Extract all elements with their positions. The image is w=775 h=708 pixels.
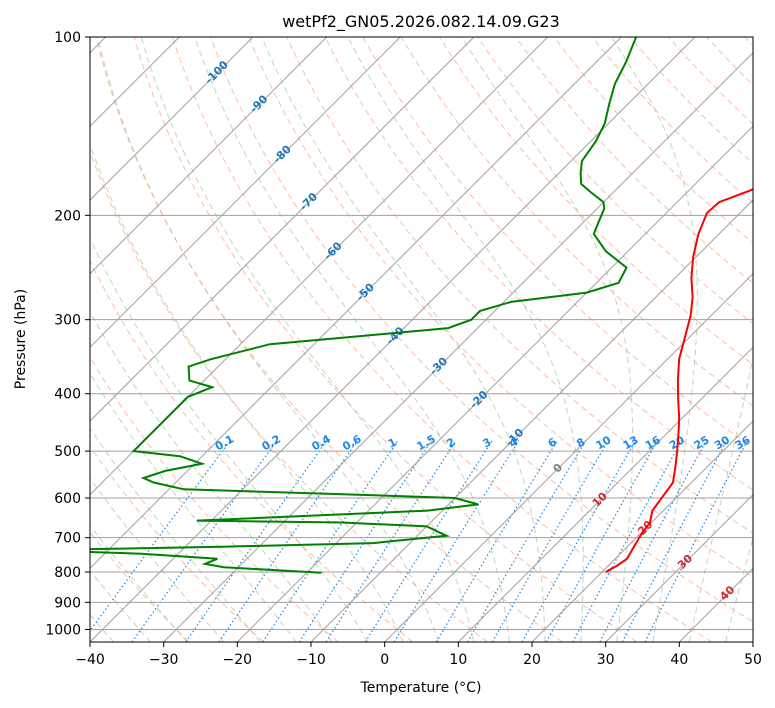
isotherm-line bbox=[236, 125, 753, 642]
isotherm-line bbox=[90, 37, 696, 642]
y-tick-label: 300 bbox=[54, 313, 81, 329]
moist-adiabat-line bbox=[90, 142, 404, 642]
y-axis-ticks: 100 200 300 400 500 600 700 800 900 1000 bbox=[45, 30, 90, 638]
x-tick-label: −20 bbox=[223, 652, 253, 668]
isotherm-line bbox=[605, 493, 753, 642]
temperature-series-line bbox=[605, 187, 753, 573]
mixing-ratio-line bbox=[572, 440, 683, 642]
mixing-ratio-line bbox=[90, 440, 231, 632]
moist-adiabat-line bbox=[90, 236, 369, 642]
x-tick-label: 20 bbox=[523, 652, 541, 668]
dry-adiabat-line bbox=[90, 356, 339, 642]
moist-adiabat-line bbox=[90, 569, 151, 642]
mixing-ratio-line bbox=[262, 440, 399, 642]
moist-adiabat-line bbox=[725, 536, 753, 642]
dry-adiabats bbox=[90, 37, 753, 642]
y-tick-label: 400 bbox=[54, 387, 81, 403]
mixing-ratio-line bbox=[298, 440, 432, 642]
mixing-ratio-line bbox=[466, 440, 587, 642]
moist-adiabat-line bbox=[461, 37, 634, 642]
mixing-ratio-line bbox=[364, 440, 493, 642]
isotherm-line bbox=[90, 37, 401, 349]
moist-adiabat-line bbox=[90, 477, 225, 642]
mixing-ratio-line bbox=[644, 440, 748, 642]
x-tick-label: −40 bbox=[75, 652, 105, 668]
isotherm-line bbox=[90, 37, 475, 422]
dry-adiabat-line bbox=[286, 37, 753, 534]
isotherm-line bbox=[310, 199, 753, 642]
y-tick-label: 500 bbox=[54, 444, 81, 460]
y-tick-label: 800 bbox=[54, 565, 81, 581]
y-axis-title: Pressure (hPa) bbox=[13, 289, 29, 389]
mixing-ratio-line bbox=[131, 440, 278, 642]
chart-title: wetPf2_GN05.2026.082.14.09.G23 bbox=[282, 12, 560, 32]
dry-adiabat-line bbox=[210, 37, 753, 623]
x-tick-label: 10 bbox=[449, 652, 467, 668]
dry-adiabat-line bbox=[95, 37, 563, 642]
mixing-ratio-line bbox=[521, 440, 637, 642]
moist-adiabat-line bbox=[261, 37, 546, 642]
x-tick-label: 40 bbox=[670, 652, 688, 668]
moist-adiabat-line bbox=[194, 37, 510, 642]
dewpoint-series-line bbox=[90, 37, 638, 574]
dry-adiabat-line bbox=[324, 37, 753, 491]
mixing-ratio-line bbox=[435, 440, 558, 642]
dry-adiabat-line bbox=[90, 445, 264, 642]
isotherm-line bbox=[90, 37, 254, 201]
moist-adiabat-line bbox=[688, 355, 753, 642]
pressure-gridlines bbox=[90, 37, 753, 630]
isotherm-line bbox=[90, 37, 549, 496]
plot-area: -100-90-80-70-60-50-40-30-20-10010203040… bbox=[90, 37, 753, 642]
isotherm-line bbox=[384, 272, 753, 642]
x-tick-label: 30 bbox=[597, 652, 615, 668]
moist-adiabat-line bbox=[140, 37, 475, 642]
mixing-ratio-line bbox=[185, 440, 328, 642]
y-tick-label: 200 bbox=[54, 208, 81, 224]
x-tick-label: −30 bbox=[149, 652, 179, 668]
y-tick-label: 600 bbox=[54, 491, 81, 507]
x-tick-label: 0 bbox=[380, 652, 389, 668]
moist-adiabat-line bbox=[610, 37, 698, 642]
plot-frame bbox=[89, 36, 754, 643]
mixing-ratio-line bbox=[545, 440, 659, 642]
isotherm-lines bbox=[90, 37, 753, 642]
moist-adiabat-line bbox=[347, 37, 584, 642]
moist-adiabat-line bbox=[90, 310, 333, 642]
dry-adiabat-line bbox=[133, 37, 638, 642]
mixing-ratio-line bbox=[218, 440, 358, 642]
x-axis-ticks: −40 −30 −20 −10 0 10 20 30 40 50 bbox=[75, 642, 762, 668]
x-tick-label: 50 bbox=[744, 652, 762, 668]
y-tick-label: 900 bbox=[54, 595, 81, 611]
isotherm-line bbox=[90, 37, 328, 275]
moist-adiabat-line bbox=[90, 427, 261, 642]
x-tick-label: −10 bbox=[296, 652, 326, 668]
x-axis-title: Temperature (°C) bbox=[360, 680, 482, 696]
dry-adiabat-line bbox=[248, 37, 753, 578]
isotherm-line bbox=[163, 51, 753, 642]
y-tick-label: 1000 bbox=[45, 622, 81, 638]
moist-adiabat-line bbox=[90, 524, 188, 642]
dry-adiabat-line bbox=[515, 37, 753, 284]
isotherm-line bbox=[531, 420, 753, 642]
isotherm-line bbox=[457, 346, 753, 642]
y-tick-label: 100 bbox=[54, 30, 81, 46]
mixing-ratio-line bbox=[325, 440, 457, 642]
y-tick-label: 700 bbox=[54, 531, 81, 547]
dry-adiabat-line bbox=[171, 37, 712, 642]
dry-adiabat-line bbox=[90, 259, 414, 642]
